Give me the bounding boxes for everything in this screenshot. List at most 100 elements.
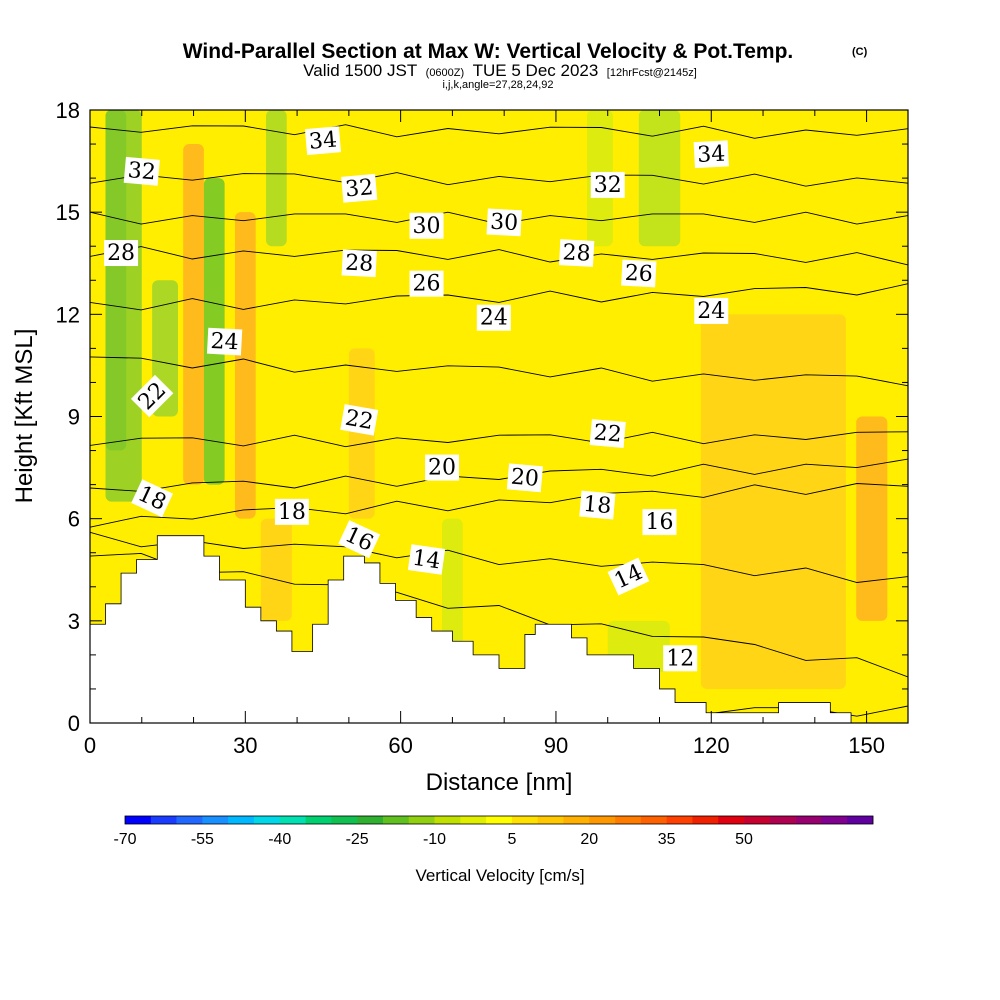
contour-label: 16 [642, 509, 677, 536]
x-tick-label: 90 [544, 733, 568, 758]
colorbar-swatch [202, 816, 229, 824]
shading-band [260, 518, 292, 621]
colorbar-swatch [563, 816, 590, 824]
contour-label-text: 32 [127, 158, 157, 185]
contour-label-bg [579, 490, 616, 520]
contour-line [90, 531, 908, 583]
colorbar-swatch [537, 816, 564, 824]
terrain-mask [90, 535, 908, 723]
colorbar-swatch [125, 816, 152, 824]
colorbar-tick-labels: -70 -55 -40 -25 -10 5 20 35 50 [113, 831, 753, 848]
contour-label-bg [304, 126, 342, 156]
colorbar-swatch [382, 816, 410, 824]
y-tick-label: 3 [68, 609, 80, 634]
colorbar-tick-label: -40 [268, 831, 291, 848]
y-tick-label: 9 [68, 405, 80, 430]
contour-label: 28 [104, 240, 139, 267]
contour-label-text: 20 [428, 456, 456, 481]
y-tick-label: 0 [68, 711, 80, 736]
contour-label-text: 22 [343, 406, 375, 435]
contour-label-text: 18 [278, 500, 306, 525]
colorbar-swatch [615, 816, 642, 824]
colorbar-swatch [486, 816, 513, 824]
contour-label-text: 22 [593, 420, 623, 447]
contour-label: 22 [340, 404, 379, 436]
contour-line [90, 356, 908, 387]
valid-prefix: Valid 1500 JST [303, 61, 417, 80]
x-tick-label: 0 [84, 733, 96, 758]
contour-label-bg [425, 454, 460, 481]
contour-label: 22 [589, 419, 626, 448]
contour-label-bg [131, 479, 174, 518]
section-params: i,j,k,angle=27,28,24,92 [442, 79, 553, 91]
shading-band [266, 110, 287, 247]
contour-label-bg [589, 419, 626, 448]
contour-label-bg [590, 171, 625, 198]
contour-label-text: 32 [344, 175, 374, 202]
colorbar-swatch [305, 816, 332, 824]
colorbar-swatch [434, 816, 461, 824]
contour-label-text: 34 [308, 127, 338, 154]
colorbar-swatch [744, 816, 771, 824]
contour-label-bg [206, 327, 243, 356]
contour-label-bg [130, 374, 174, 418]
colorbar-swatch [769, 816, 796, 824]
shading-band [856, 416, 888, 621]
contour-label: 18 [274, 498, 309, 525]
colorbar-swatch [357, 816, 384, 824]
colorbar-swatch [821, 816, 848, 824]
shading-band [183, 144, 204, 485]
contour-label: 26 [621, 259, 657, 288]
colorbar-swatch [847, 816, 874, 824]
x-tick-label: 120 [693, 733, 730, 758]
contour-line [90, 124, 908, 139]
y-tick-label: 18 [56, 98, 80, 123]
contour-label-text: 12 [666, 646, 694, 671]
colorbar-tick-label: 5 [507, 831, 516, 848]
contour-label-bg [338, 520, 381, 559]
shading-band [105, 110, 142, 502]
copyright-mark: (C) [852, 46, 868, 58]
contour-label: 14 [407, 544, 446, 575]
contour-label-text: 32 [594, 173, 622, 198]
contour-label-text: 24 [210, 329, 239, 355]
contour-label-text: 26 [624, 261, 653, 287]
contour-label-bg [340, 404, 379, 436]
contour-line [90, 246, 908, 266]
colorbar-swatch [589, 816, 616, 824]
y-tick-label: 12 [56, 302, 80, 327]
contour-label-text: 34 [697, 142, 726, 168]
contour-label: 24 [206, 327, 243, 356]
chart-title: Wind-Parallel Section at Max W: Vertical… [183, 40, 794, 63]
contour-label: 12 [663, 645, 698, 672]
colorbar-swatch [150, 816, 177, 824]
contour-label-text: 28 [107, 241, 135, 266]
contour-label-bg [607, 557, 650, 596]
contour-label-text: 28 [345, 251, 374, 277]
contour-line [90, 458, 908, 492]
contour-label: 24 [694, 297, 729, 324]
forecast-info: [12hrFcst@2145z] [607, 67, 697, 79]
contour-line [90, 431, 908, 448]
valid-date: TUE 5 Dec 2023 [473, 61, 599, 80]
shading-bands [105, 110, 888, 689]
colorbar-title: Vertical Velocity [cm/s] [415, 866, 584, 885]
y-tick-label: 15 [56, 200, 80, 225]
contour-label: 24 [476, 304, 511, 331]
contour-label: 34 [693, 140, 729, 169]
colorbar-tick-label: -55 [191, 831, 214, 848]
colorbar-swatch [692, 816, 719, 824]
colorbar-swatch [640, 816, 667, 824]
contour-label-bg [506, 463, 543, 493]
contour-label-bg [663, 645, 698, 672]
contour-label-bg [341, 249, 377, 278]
colorbar-swatch [795, 816, 822, 824]
y-axis-label: Height [Kft MSL] [11, 329, 38, 504]
contour-label-text: 20 [510, 465, 540, 492]
contour-label-text: 24 [480, 306, 508, 331]
contour-label-text: 14 [411, 546, 442, 575]
contour-label: 32 [123, 156, 160, 186]
colorbar-tick-label: 20 [580, 831, 598, 848]
